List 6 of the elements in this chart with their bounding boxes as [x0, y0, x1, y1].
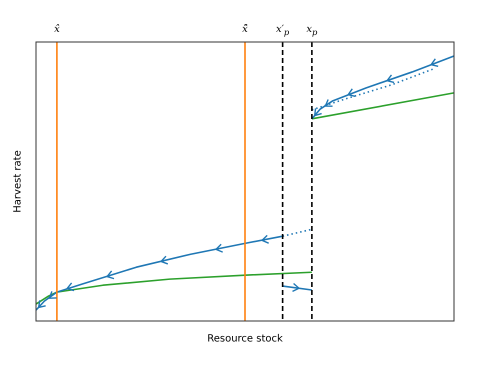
x-tick-label: x̂	[53, 24, 61, 35]
y-axis-title: Harvest rate	[12, 150, 24, 213]
x-tick-label: x̄̂	[241, 24, 249, 35]
x-tick-label: x′$_{p}$	[274, 24, 290, 37]
x-tick-label: x$_{p}$	[305, 24, 318, 37]
x-axis-title: Resource stock	[207, 334, 283, 345]
